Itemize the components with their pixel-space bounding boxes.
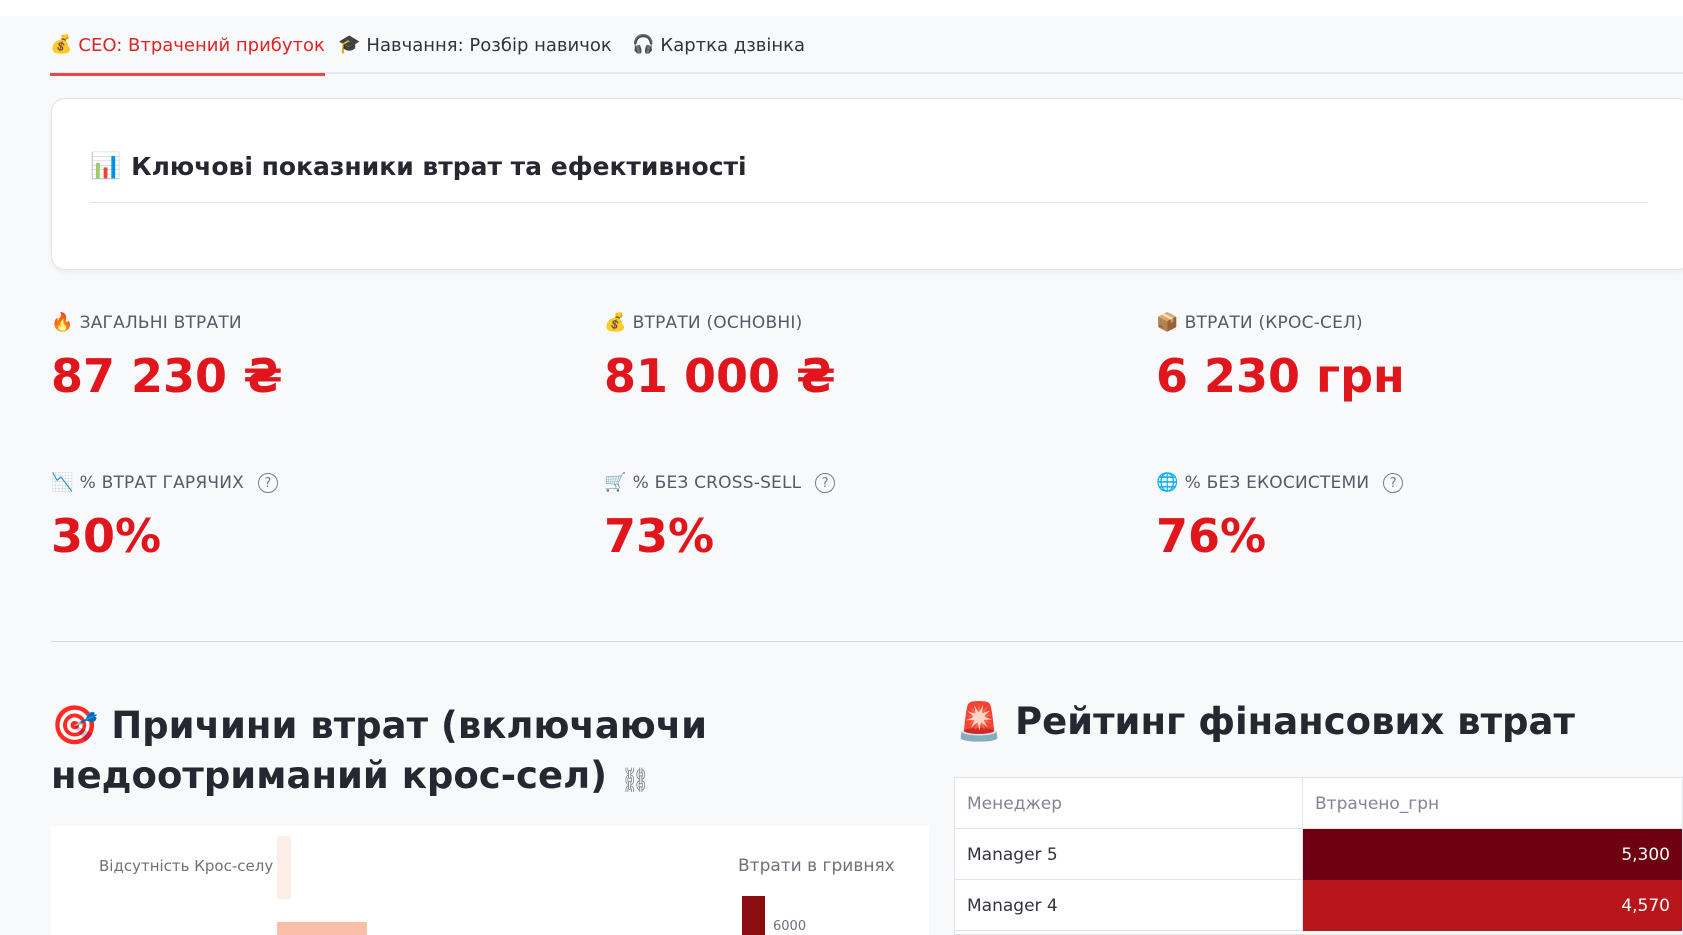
tab-label: Навчання: Розбір навичок xyxy=(366,34,612,56)
metric-value: 73% xyxy=(604,509,715,563)
tab-call-card[interactable]: 🎧 Картка дзвінка xyxy=(632,16,805,74)
column-header-lost[interactable]: Втрачено_грн xyxy=(1315,793,1440,814)
loss-reasons-chart: Відсутність Крос-селу Втрати в гривнях 6… xyxy=(51,826,929,935)
bar-chart-icon: 📊 xyxy=(90,151,122,180)
tab-bar: 💰 CEO: Втрачений прибуток 🎓 Навчання: Ро… xyxy=(50,16,1683,76)
manager-cell: Manager 5 xyxy=(955,829,1303,880)
tab-label: Картка дзвінка xyxy=(660,34,806,56)
chart-bar-mid xyxy=(277,922,367,935)
active-tab-indicator xyxy=(50,73,325,76)
legend-title: Втрати в гривнях xyxy=(738,856,895,876)
table-row[interactable]: Manager 4 4,570 xyxy=(955,880,1682,931)
metric-total-losses: 🔥 ЗАГАЛЬНІ ВТРАТИ 87 230 ₴ xyxy=(51,313,283,403)
legend-color-scale xyxy=(742,896,765,935)
chart-bar-light xyxy=(277,836,291,899)
section-divider xyxy=(51,641,1683,642)
metric-label: % ВТРАТ ГАРЯЧИХ xyxy=(79,473,244,493)
kpi-card-title: 📊 Ключові показники втрат та ефективност… xyxy=(90,151,747,181)
tab-ceo-lost-profit[interactable]: 💰 CEO: Втрачений прибуток xyxy=(50,16,325,76)
siren-icon: 🚨 xyxy=(956,700,1003,743)
tab-label: CEO: Втрачений прибуток xyxy=(78,34,325,56)
anchor-link-icon[interactable]: ⛓ xyxy=(619,766,651,794)
metric-value: 30% xyxy=(51,509,162,563)
column-header-manager[interactable]: Менеджер xyxy=(955,778,1303,829)
loss-reasons-title: Причини втрат (включаючи недоотриманий к… xyxy=(51,704,708,797)
kpi-card-title-text: Ключові показники втрат та ефективності xyxy=(131,151,747,181)
help-icon[interactable]: ? xyxy=(815,473,836,493)
metric-value: 6 230 грн xyxy=(1156,349,1405,403)
tab-training[interactable]: 🎓 Навчання: Розбір навичок xyxy=(338,16,612,74)
table-row[interactable]: Manager 5 5,300 xyxy=(955,829,1682,880)
metric-label: ВТРАТИ (ОСНОВНІ) xyxy=(632,313,803,333)
metric-main-losses: 💰 ВТРАТИ (ОСНОВНІ) 81 000 ₴ xyxy=(604,313,836,403)
help-icon[interactable]: ? xyxy=(257,473,278,493)
headphones-icon: 🎧 xyxy=(632,34,655,55)
metric-crosssell-losses: 📦 ВТРАТИ (КРОС-СЕЛ) 6 230 грн xyxy=(1156,313,1405,403)
loss-rating-heading: 🚨 Рейтинг фінансових втрат xyxy=(956,700,1575,744)
loss-rating-title: Рейтинг фінансових втрат xyxy=(1014,700,1575,743)
target-icon: 🎯 xyxy=(51,703,99,747)
metric-value: 87 230 ₴ xyxy=(51,349,283,403)
chart-decreasing-icon: 📉 xyxy=(51,472,74,493)
metric-value: 81 000 ₴ xyxy=(604,349,836,403)
metric-hot-loss-percent: 📉% ВТРАТ ГАРЯЧИХ? 30% xyxy=(51,473,278,563)
metric-label: ЗАГАЛЬНІ ВТРАТИ xyxy=(79,313,242,333)
metric-no-ecosystem-percent: 🌐% БЕЗ ЕКОСИСТЕМИ? 76% xyxy=(1156,472,1404,563)
graduation-cap-icon: 🎓 xyxy=(338,34,361,55)
manager-cell: Manager 4 xyxy=(955,880,1303,931)
fire-icon: 🔥 xyxy=(51,312,74,333)
metric-value: 76% xyxy=(1156,509,1267,563)
help-icon[interactable]: ? xyxy=(1383,473,1404,493)
loss-reasons-heading: 🎯 Причини втрат (включаючи недоотриманий… xyxy=(51,700,931,805)
money-bag-icon: 💰 xyxy=(604,312,627,333)
lost-value-cell: 4,570 xyxy=(1303,880,1682,931)
legend-tick-label: 6000 xyxy=(773,919,806,934)
metric-label: % БЕЗ ЕКОСИСТЕМИ xyxy=(1184,473,1370,493)
lost-value-cell: 5,300 xyxy=(1303,829,1682,880)
metric-no-crosssell-percent: 🛒% БЕЗ CROSS-SELL? 73% xyxy=(604,472,836,563)
money-bag-icon: 💰 xyxy=(50,34,73,55)
loss-rating-table[interactable]: Менеджер Втрачено_грн Manager 5 5,300 Ma… xyxy=(954,777,1683,935)
card-divider xyxy=(90,202,1648,203)
table-header-row: Менеджер Втрачено_грн xyxy=(955,778,1682,829)
metric-label: % БЕЗ CROSS-SELL xyxy=(632,473,802,493)
globe-icon: 🌐 xyxy=(1156,472,1179,493)
package-icon: 📦 xyxy=(1156,312,1179,333)
top-bar xyxy=(0,0,1683,16)
kpi-header-card: 📊 Ключові показники втрат та ефективност… xyxy=(51,98,1683,270)
y-tick-label: Відсутність Крос-селу xyxy=(99,857,273,875)
metric-label: ВТРАТИ (КРОС-СЕЛ) xyxy=(1184,313,1363,333)
shopping-cart-icon: 🛒 xyxy=(604,472,627,493)
chart-svg: Відсутність Крос-селу Втрати в гривнях 6… xyxy=(99,836,895,935)
